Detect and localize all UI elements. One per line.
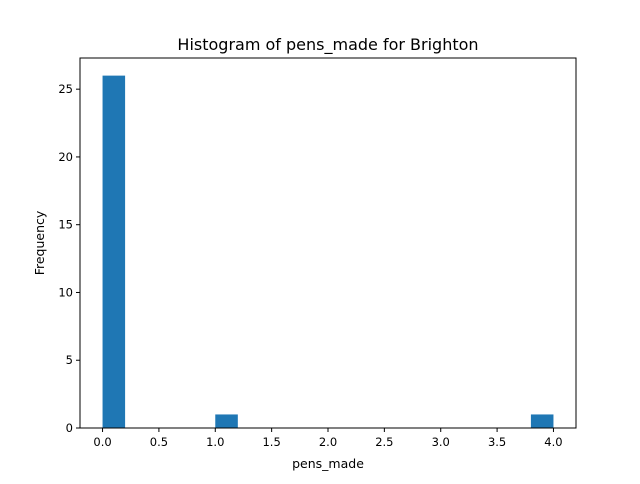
y-tick-label: 20 (58, 150, 73, 164)
x-tick-label: 3.0 (432, 435, 450, 449)
y-tick-label: 0 (66, 421, 73, 435)
x-tick-label: 2.0 (319, 435, 337, 449)
y-axis-label: Frequency (32, 210, 47, 275)
y-tick-label: 5 (66, 353, 73, 367)
x-tick-label: 0.0 (93, 435, 111, 449)
histogram-bar (102, 75, 126, 429)
bars-layer (102, 75, 554, 429)
x-tick-label: 0.5 (150, 435, 168, 449)
y-axis-ticks: 0 5 10 15 20 25 (58, 82, 80, 435)
y-tick-label: 15 (58, 218, 73, 232)
chart-title: Histogram of pens_made for Brighton (177, 35, 478, 55)
histogram-bar (530, 414, 554, 428)
x-axis-ticks: 0.0 0.5 1.0 1.5 2.0 2.5 3.0 3.5 4.0 (93, 428, 563, 449)
y-tick-label: 25 (58, 82, 73, 96)
histogram-bar (215, 414, 238, 428)
x-tick-label: 2.5 (375, 435, 393, 449)
x-tick-label: 1.0 (206, 435, 224, 449)
plot-frame (79, 57, 577, 429)
x-tick-label: 4.0 (544, 435, 562, 449)
x-axis-label: pens_made (292, 456, 364, 471)
y-tick-label: 10 (58, 285, 73, 299)
x-tick-label: 3.5 (488, 435, 506, 449)
x-tick-label: 1.5 (262, 435, 280, 449)
